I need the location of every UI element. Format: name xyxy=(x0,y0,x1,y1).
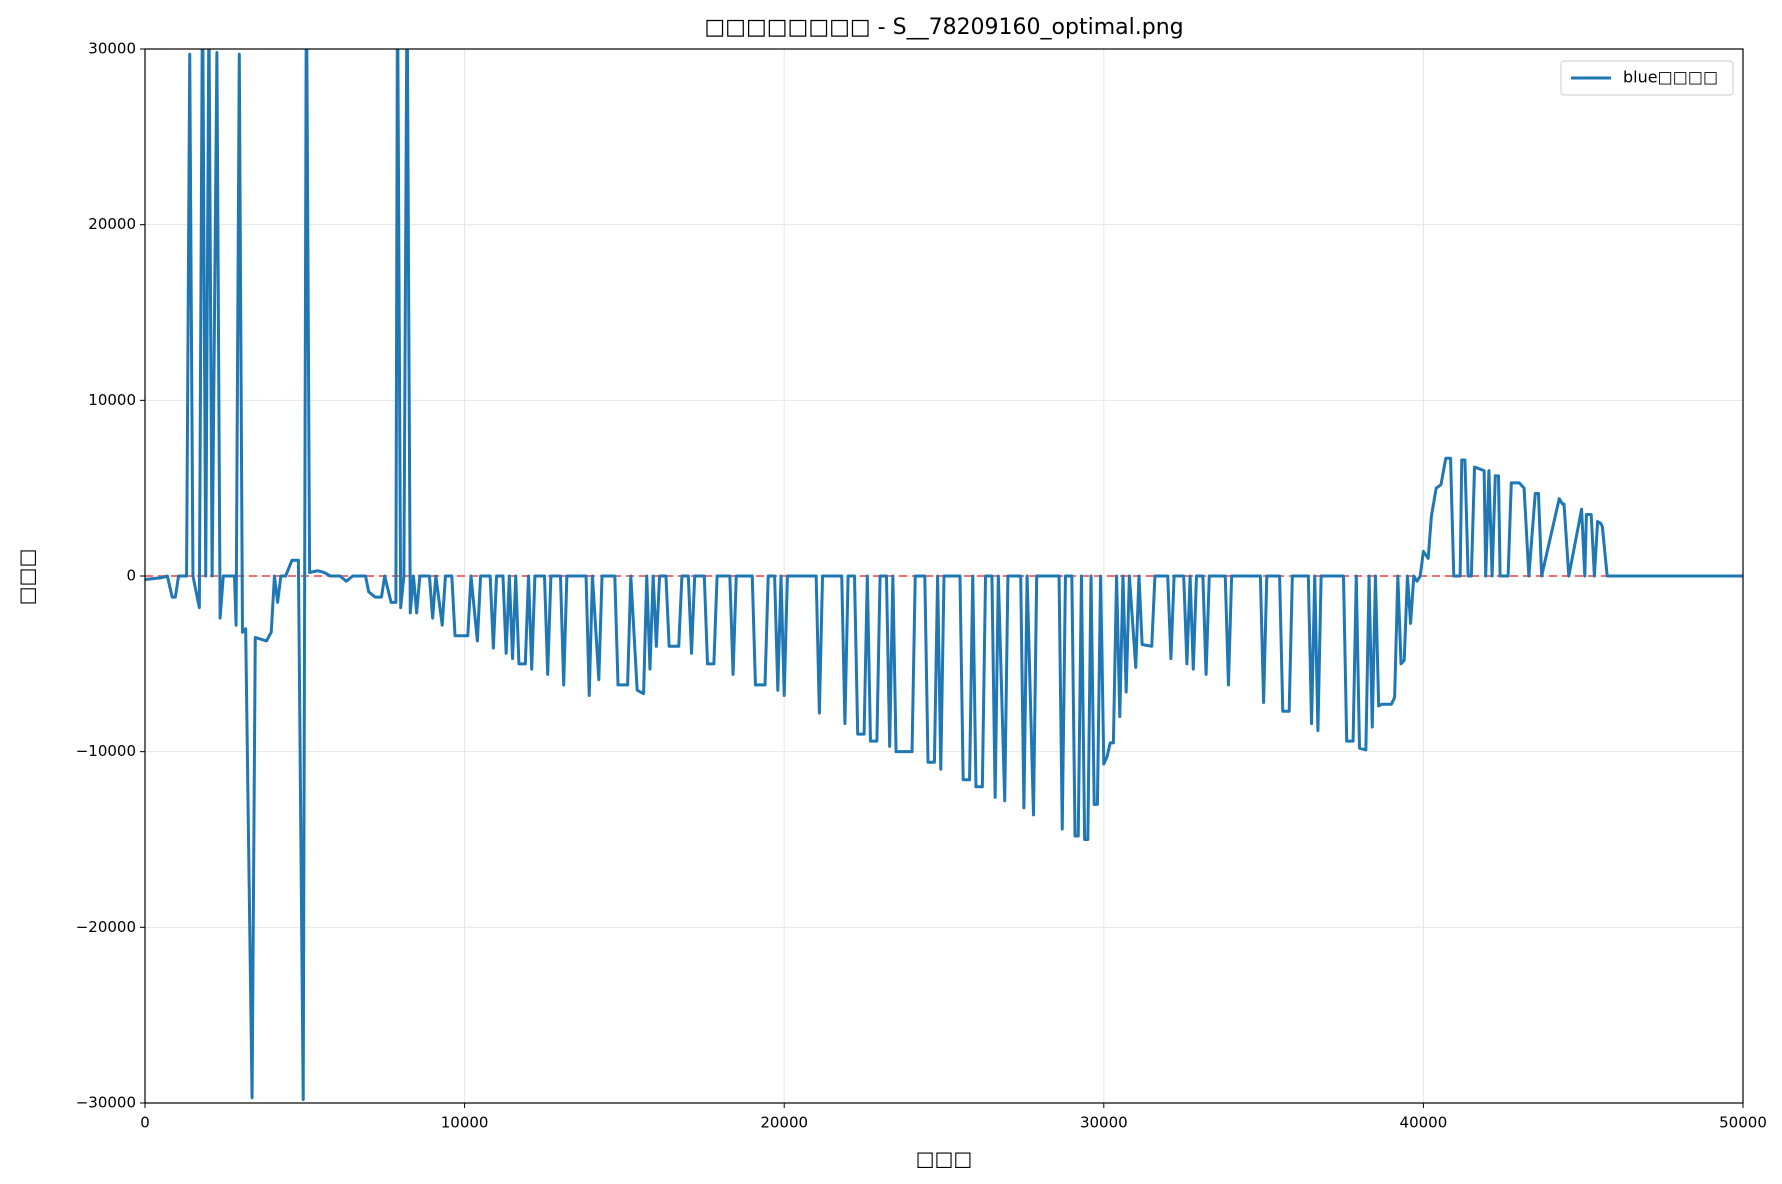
x-axis-label: □□□ xyxy=(916,1147,973,1171)
data-line xyxy=(145,49,1743,1101)
x-tick-label: 10000 xyxy=(441,1114,489,1132)
y-axis-label: □□□ xyxy=(15,549,39,606)
legend-box xyxy=(1560,60,1734,96)
x-tick-label: 0 xyxy=(140,1114,150,1132)
plot-frame xyxy=(144,48,1744,1104)
y-tick-label: 0 xyxy=(126,567,136,585)
legend-label: blue□□□□ xyxy=(1623,68,1718,87)
legend: blue□□□□ xyxy=(1560,60,1734,96)
x-tick-label: 40000 xyxy=(1400,1114,1448,1132)
chart-title: □□□□□□□□ - S__78209160_optimal.png xyxy=(704,15,1183,40)
y-tick-label: −20000 xyxy=(76,918,136,936)
x-tick-label: 20000 xyxy=(760,1114,808,1132)
x-tick-label: 30000 xyxy=(1080,1114,1128,1132)
y-tick-label: 30000 xyxy=(88,40,136,58)
x-tick-label: 50000 xyxy=(1719,1114,1767,1132)
y-tick-label: 20000 xyxy=(88,215,136,233)
y-tick-label: 10000 xyxy=(88,391,136,409)
y-tick-label: −30000 xyxy=(76,1094,136,1112)
plot-area xyxy=(145,49,1743,1101)
y-tick-label: −10000 xyxy=(76,742,136,760)
